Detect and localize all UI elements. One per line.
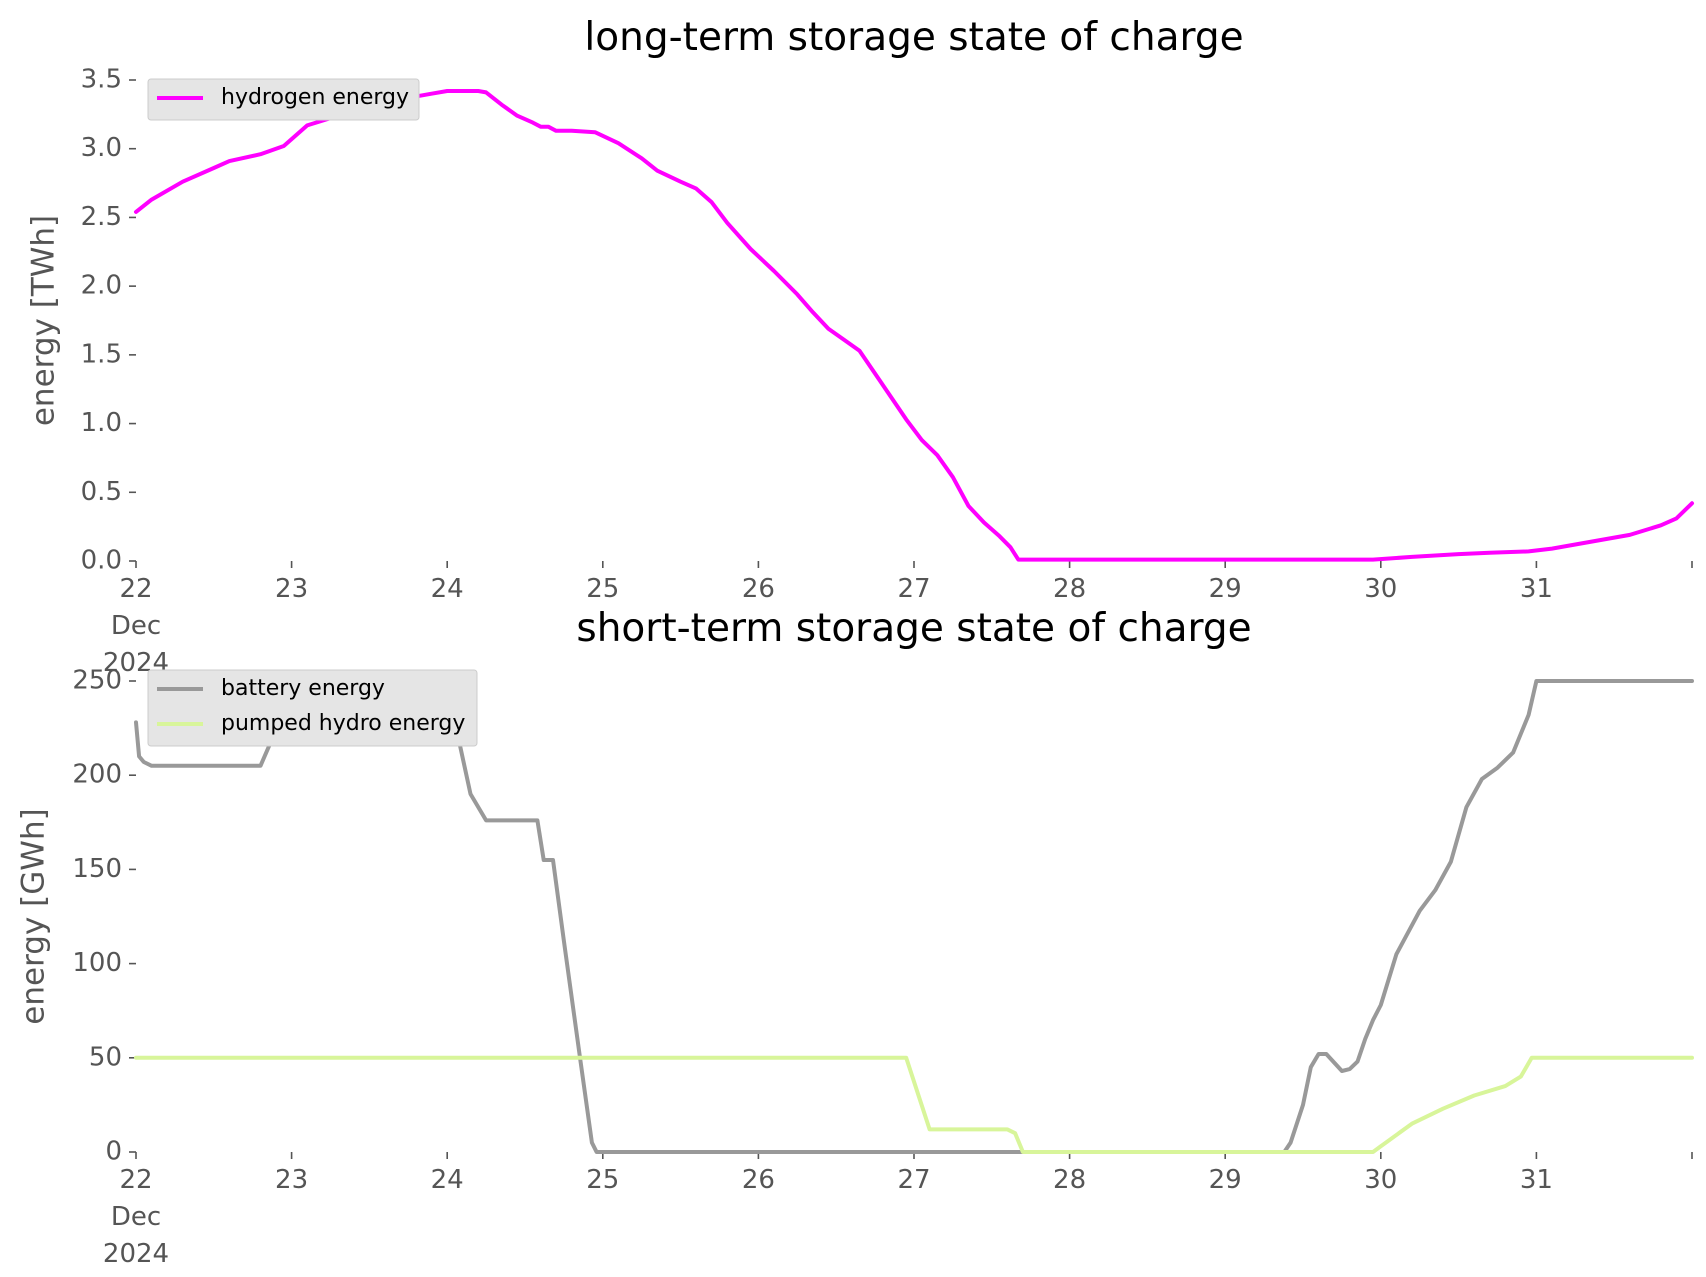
y-tick-label: 0.5 (81, 477, 122, 507)
y-axis-label: energy [TWh] (26, 215, 62, 426)
legend-label: hydrogen energy (221, 85, 409, 110)
x-tick-label: 27 (897, 574, 930, 604)
x-tick-label: 29 (1209, 1165, 1242, 1195)
x-tick-label: 26 (742, 574, 775, 604)
y-tick-label: 100 (72, 948, 122, 978)
x-tick-label: 23 (275, 1165, 308, 1195)
x-tick-label: 27 (897, 1165, 930, 1195)
legend: hydrogen energy (147, 78, 420, 121)
legend-label: pumped hydro energy (221, 711, 465, 736)
x-tick-label: 31 (1520, 1165, 1553, 1195)
y-tick-label: 1.5 (81, 339, 122, 369)
series-line-pumped-hydro-energy (134, 1055, 1694, 1154)
y-tick-label: 3.0 (81, 133, 122, 163)
y-tick-label: 250 (72, 666, 122, 696)
y-tick-label: 3.5 (81, 65, 122, 95)
x-tick-label: 22 (119, 1165, 152, 1195)
x-tick-label: 24 (431, 574, 464, 604)
long-term-chart: long-term storage state of charge energy … (26, 15, 1694, 678)
x-tick-label: 25 (586, 574, 619, 604)
chart-title: long-term storage state of charge (584, 15, 1243, 60)
legend-label: battery energy (221, 676, 385, 701)
x-tick-label: Dec (111, 611, 161, 641)
x-tick-label: 28 (1053, 1165, 1086, 1195)
y-tick-label: 2.0 (81, 271, 122, 301)
x-tick-label: Dec (111, 1202, 161, 1232)
legend: battery energy pumped hydro energy (147, 669, 478, 747)
x-tick-label: 30 (1364, 1165, 1397, 1195)
y-tick-label: 50 (89, 1042, 122, 1072)
x-tick-label: 25 (586, 1165, 619, 1195)
x-tick-label: 26 (742, 1165, 775, 1195)
x-tick-label: 28 (1053, 574, 1086, 604)
x-tick-label: 24 (431, 1165, 464, 1195)
series-line-hydrogen-energy (134, 89, 1694, 562)
x-tick-label: 31 (1520, 574, 1553, 604)
x-tick-label: 30 (1364, 574, 1397, 604)
x-tick-label: 2024 (103, 1239, 169, 1269)
y-tick-label: 0 (105, 1137, 122, 1167)
legend-box (147, 78, 420, 121)
y-tick-label: 200 (72, 760, 122, 790)
y-tick-label: 150 (72, 854, 122, 884)
y-axis-label: energy [GWh] (16, 808, 52, 1024)
x-tick-label: 23 (275, 574, 308, 604)
x-tick-label: 22 (119, 574, 152, 604)
legend-box (147, 669, 478, 747)
y-tick-label: 2.5 (81, 202, 122, 232)
short-term-chart: short-term storage state of charge energy… (16, 606, 1694, 1269)
chart-title: short-term storage state of charge (576, 606, 1251, 651)
x-tick-label: 29 (1209, 574, 1242, 604)
y-tick-label: 1.0 (81, 408, 122, 438)
y-tick-label: 0.0 (81, 546, 122, 576)
